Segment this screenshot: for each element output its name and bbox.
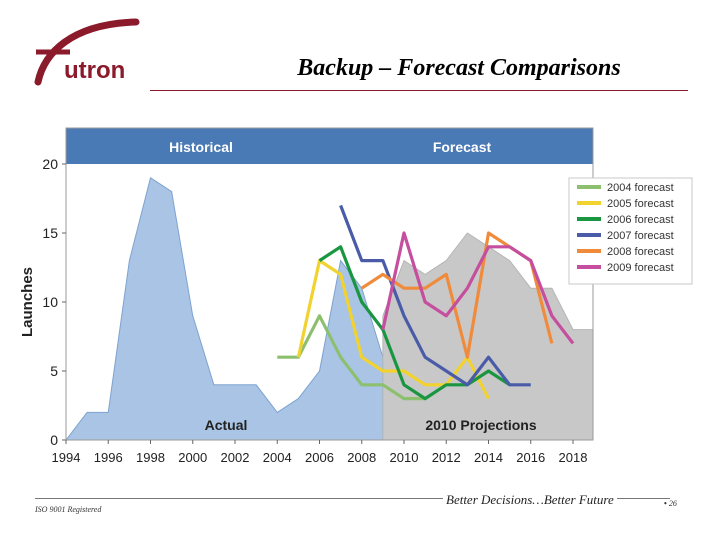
lines-layer xyxy=(277,204,575,401)
y-tick-label: 10 xyxy=(42,294,58,310)
x-tick-label: 1998 xyxy=(136,450,165,465)
page-number-group: • 26 xyxy=(664,499,677,508)
legend-label: 2007 forecast xyxy=(607,230,674,242)
tagline: Better Decisions…Better Future xyxy=(443,492,617,508)
x-tick-label: 2014 xyxy=(474,450,503,465)
area-2010-projections xyxy=(382,232,594,441)
y-tick-label: 20 xyxy=(42,156,58,172)
legend-label: 2004 forecast xyxy=(607,182,674,194)
region-label-projections: 2010 Projections xyxy=(425,417,536,433)
iso-registration: ISO 9001 Registered xyxy=(35,505,102,514)
x-tick-label: 2010 xyxy=(390,450,419,465)
chart-header-band xyxy=(66,128,593,164)
x-tick-label: 2008 xyxy=(347,450,376,465)
area-actual xyxy=(64,176,384,441)
logo-text: utron xyxy=(64,57,125,84)
title-rule xyxy=(150,90,688,91)
forecast-comparison-chart: Historical Forecast Actual 2010 Projecti… xyxy=(19,127,693,465)
region-label-actual: Actual xyxy=(205,417,248,433)
header-label-historical: Historical xyxy=(169,139,233,155)
page-bullet: • xyxy=(664,499,667,508)
y-tick-label: 0 xyxy=(50,432,58,448)
x-tick-label: 2016 xyxy=(516,450,545,465)
futron-logo: utron xyxy=(30,14,140,90)
y-axis-label: Launches xyxy=(19,267,36,337)
series-line-2006-forecast xyxy=(318,245,511,401)
legend: 2004 forecast 2005 forecast 2006 forecast 2… xyxy=(568,177,693,285)
legend-label: 2005 forecast xyxy=(607,198,674,210)
axes-layer: 1994 1996 1998 2000 2002 2004 2006 2008 2010 2012… xyxy=(42,127,594,465)
x-tick-label: 2018 xyxy=(559,450,588,465)
legend-label: 2008 forecast xyxy=(607,246,674,258)
header-label-forecast: Forecast xyxy=(433,139,492,155)
x-tick-label: 2006 xyxy=(305,450,334,465)
x-tick-label: 2004 xyxy=(263,450,292,465)
page-number: 26 xyxy=(668,499,677,508)
footer-rule xyxy=(35,498,670,499)
areas-layer xyxy=(64,176,594,441)
y-tick-label: 5 xyxy=(50,363,58,379)
y-tick-label: 15 xyxy=(42,225,58,241)
x-tick-label: 2012 xyxy=(432,450,461,465)
legend-label: 2009 forecast xyxy=(607,262,674,274)
series-line-2009-forecast xyxy=(381,231,575,345)
slide-title: Backup – Forecast Comparisons xyxy=(297,55,621,81)
series-line-2004-forecast xyxy=(277,314,426,401)
x-tick-label: 1994 xyxy=(52,450,81,465)
series-line-2007-forecast xyxy=(339,204,531,387)
x-tick-label: 2002 xyxy=(221,450,250,465)
series-line-2005-forecast xyxy=(296,259,490,400)
x-tick-label: 2000 xyxy=(178,450,207,465)
legend-label: 2006 forecast xyxy=(607,214,674,226)
x-tick-label: 1996 xyxy=(94,450,123,465)
